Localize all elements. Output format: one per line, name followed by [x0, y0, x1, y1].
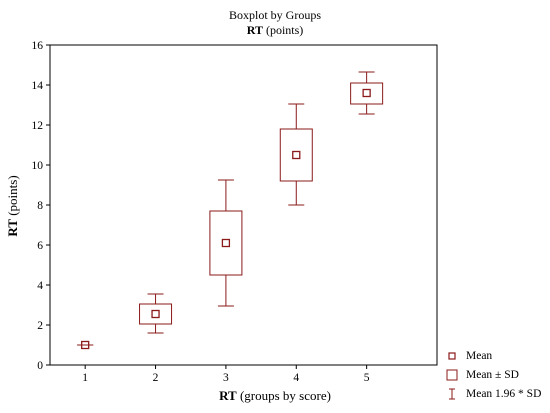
mean-marker-icon [444, 349, 460, 363]
chart-subtitle: RT (points) [246, 23, 304, 37]
mean-marker [81, 340, 90, 350]
mean-marker [221, 238, 231, 248]
mean-marker [292, 150, 301, 160]
x-tick-label: 3 [223, 372, 229, 384]
x-tick-label: 2 [153, 372, 159, 384]
legend-label-whisker: Mean 1.96 * SD [466, 387, 542, 400]
legend-label-mean-sd: Mean ± SD [466, 368, 519, 381]
legend-item-mean-sd: Mean ± SD [444, 365, 541, 384]
legend-label-mean: Mean [466, 349, 493, 362]
mean-marker [362, 88, 371, 98]
x-axis-label: RT (groups by score) [219, 388, 331, 403]
sd-box [350, 82, 384, 105]
x-tick-label: 4 [293, 372, 299, 384]
y-tick-label: 0 [37, 360, 43, 372]
y-axis-label: RT (points) [5, 175, 20, 237]
whisker-icon [444, 387, 460, 401]
plot-frame [49, 44, 438, 366]
mean-marker [151, 309, 160, 319]
sd-box [279, 128, 313, 182]
y-tick-label: 12 [32, 120, 44, 132]
sd-box [209, 210, 243, 276]
sd-box [139, 303, 173, 325]
x-tick-label: 5 [364, 372, 370, 384]
legend: Mean Mean ± SD Mean 1.96 * SD [444, 346, 541, 403]
y-tick-label: 14 [32, 80, 44, 92]
x-tick-label: 1 [82, 372, 88, 384]
y-tick-label: 2 [37, 320, 43, 332]
y-tick-label: 4 [37, 280, 43, 292]
y-tick-label: 16 [32, 40, 44, 52]
legend-item-whisker: Mean 1.96 * SD [444, 384, 541, 403]
box-icon [444, 368, 460, 382]
legend-item-mean: Mean [444, 346, 541, 365]
y-tick-label: 6 [37, 240, 43, 252]
y-tick-label: 10 [32, 160, 44, 172]
chart-title: Boxplot by Groups [228, 8, 321, 22]
y-tick-label: 8 [37, 200, 43, 212]
